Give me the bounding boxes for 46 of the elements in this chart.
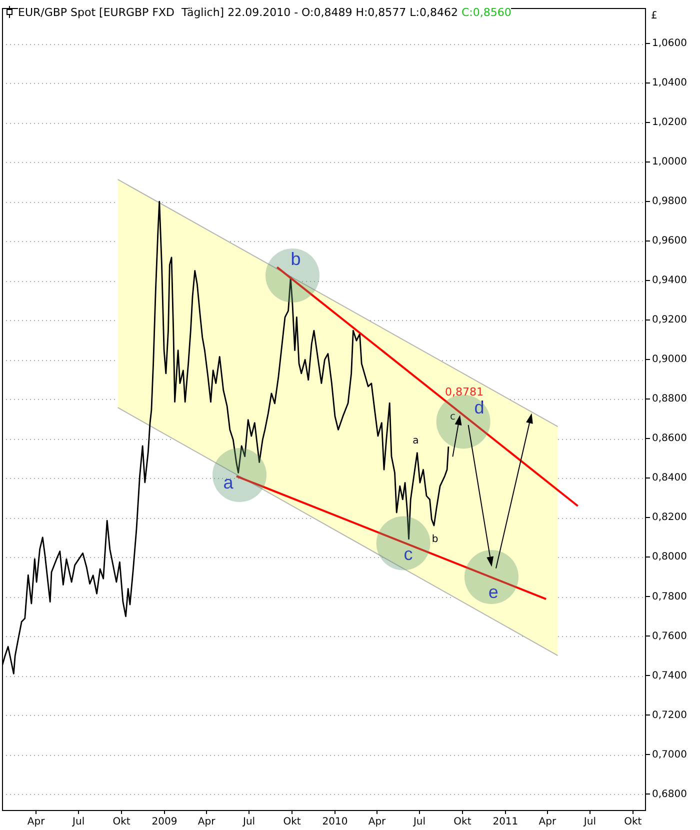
x-tick-label: 2009 [152, 816, 178, 828]
y-tick-label: 0,8200 [652, 512, 687, 524]
x-tick-label: Apr [27, 816, 46, 828]
annotation: d [474, 397, 484, 418]
y-tick-label: 0,6800 [652, 788, 687, 800]
x-tick-label: Apr [368, 816, 387, 828]
annotation: a [223, 472, 234, 492]
annotation: b [432, 534, 438, 545]
y-tick-label: 0,9600 [652, 236, 687, 247]
y-tick-label: 0,7000 [652, 749, 687, 760]
chart-title: EUR/GBP Spot [EURGBP FXD Täglich] 22.09.2010 - O:0,8489 H:0,8577 L:0,8462 C:0,8560 [18, 6, 512, 19]
x-tick-label: Jul [412, 816, 426, 828]
y-tick-label: 0,7400 [652, 670, 687, 682]
y-axis-title: £ [651, 10, 658, 22]
y-tick-label: 0,9800 [652, 196, 687, 208]
y-tick-label: 1,0000 [652, 156, 687, 168]
x-tick-label: 2011 [492, 816, 518, 828]
y-tick-label: 1,0400 [652, 78, 687, 89]
annotation: c [404, 544, 413, 564]
annotation: a [412, 435, 419, 446]
x-tick-label: Okt [624, 816, 642, 828]
x-tick-label: Okt [454, 816, 472, 828]
y-tick-label: 0,8800 [652, 394, 687, 405]
y-tick-label: 0,7200 [652, 710, 687, 721]
x-tick-label: Apr [198, 816, 216, 828]
x-tick-label: Jul [242, 816, 256, 828]
x-tick-label: Okt [283, 816, 301, 828]
x-tick-label: 2010 [322, 816, 348, 828]
y-tick-label: 0,8600 [652, 433, 687, 444]
y-tick-label: 1,0200 [652, 117, 687, 128]
x-tick-label: Jul [72, 816, 85, 828]
y-tick-label: 0,7600 [652, 630, 687, 642]
annotation: 0,8781 [445, 386, 484, 399]
y-tick-label: 1,0600 [652, 38, 687, 50]
x-tick-label: Okt [112, 816, 130, 828]
y-tick-label: 0,9200 [652, 314, 687, 326]
annotation: c [450, 411, 456, 422]
y-tick-label: 0,7800 [652, 591, 687, 602]
x-tick-label: Apr [538, 816, 557, 828]
y-tick-label: 0,9000 [652, 354, 687, 366]
x-tick-label: Jul [582, 816, 596, 828]
y-tick-label: 0,8400 [652, 472, 687, 484]
y-tick-label: 0,8000 [652, 552, 687, 563]
y-tick-label: 0,9400 [652, 275, 687, 286]
annotation: b [290, 248, 301, 269]
annotation: e [488, 582, 498, 602]
